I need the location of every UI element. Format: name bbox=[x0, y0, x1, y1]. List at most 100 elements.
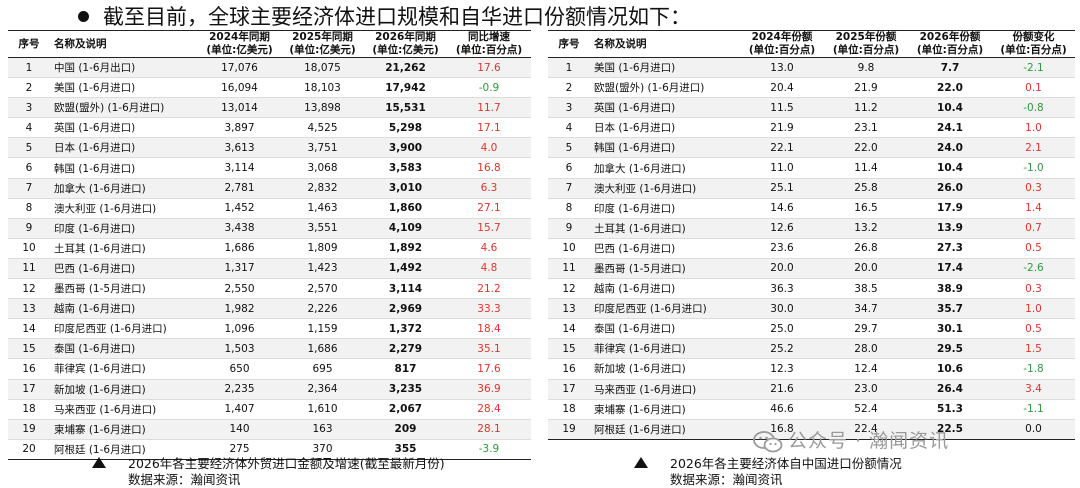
row-index: 14 bbox=[8, 318, 50, 340]
row-index: 17 bbox=[548, 379, 590, 400]
row-index: 2 bbox=[8, 77, 50, 99]
change-value: 17.6 bbox=[447, 57, 531, 79]
row-index: 6 bbox=[548, 157, 590, 179]
table-row: 17 马来西亚 (1-6月进口) 21.6 23.0 26.4 3.4 bbox=[548, 379, 1075, 400]
value-2026: 5,298 bbox=[364, 117, 447, 139]
table-row: 7 加拿大 (1-6月进口) 2,781 2,832 3,010 6.3 bbox=[8, 178, 531, 199]
row-name: 墨西哥 (1-5月进口) bbox=[50, 278, 198, 300]
row-index: 15 bbox=[548, 338, 590, 360]
value-2024: 12.6 bbox=[740, 218, 824, 239]
row-index: 8 bbox=[8, 198, 50, 219]
row-name: 印度 (1-6月进口) bbox=[590, 198, 740, 219]
row-name: 马来西亚 (1-6月进口) bbox=[50, 399, 198, 420]
change-value: 17.6 bbox=[447, 358, 531, 380]
row-name: 澳大利亚 (1-6月进口) bbox=[590, 178, 740, 199]
value-2024: 11.0 bbox=[740, 157, 824, 179]
table-row: 18 马来西亚 (1-6月进口) 1,407 1,610 2,067 28.4 bbox=[8, 399, 531, 420]
change-value: -1.1 bbox=[992, 399, 1075, 420]
table-row: 8 澳大利亚 (1-6月进口) 1,452 1,463 1,860 27.1 bbox=[8, 198, 531, 219]
change-value: 1.5 bbox=[992, 338, 1075, 360]
value-2026: 38.9 bbox=[908, 278, 992, 300]
change-value: 4.0 bbox=[447, 137, 531, 159]
row-name: 日本 (1-6月进口) bbox=[590, 117, 740, 139]
change-value: 4.6 bbox=[447, 238, 531, 259]
watermark: 公众号 · 瀚闻资讯 bbox=[752, 426, 949, 454]
value-2025: 52.4 bbox=[824, 399, 908, 420]
value-2024: 13.0 bbox=[740, 57, 824, 79]
row-name: 韩国 (1-6月进口) bbox=[50, 157, 198, 179]
change-value: 11.7 bbox=[447, 97, 531, 119]
row-name: 巴西 (1-6月进口) bbox=[50, 258, 198, 280]
value-2024: 13,014 bbox=[198, 97, 281, 119]
caption-source: 数据来源：瀚闻资讯 bbox=[128, 472, 241, 487]
value-2026: 29.5 bbox=[908, 338, 992, 360]
value-2024: 1,452 bbox=[198, 198, 281, 219]
value-2024: 1,982 bbox=[198, 298, 281, 320]
row-name: 泰国 (1-6月进口) bbox=[50, 338, 198, 360]
value-2025: 1,463 bbox=[281, 198, 364, 219]
change-value: 18.4 bbox=[447, 318, 531, 340]
value-2026: 3,114 bbox=[364, 278, 447, 300]
change-value: 17.1 bbox=[447, 117, 531, 139]
table-row: 9 印度 (1-6月进口) 3,438 3,551 4,109 15.7 bbox=[8, 218, 531, 239]
change-value: -0.8 bbox=[992, 97, 1075, 119]
page-heading: 截至目前，全球主要经济体进口规模和自华进口份额情况如下： bbox=[78, 2, 691, 32]
row-index: 17 bbox=[8, 379, 50, 400]
value-2026: 13.9 bbox=[908, 218, 992, 239]
value-2025: 23.1 bbox=[824, 117, 908, 139]
value-2026: 10.6 bbox=[908, 358, 992, 380]
value-2025: 16.5 bbox=[824, 198, 908, 219]
change-value: 0.0 bbox=[992, 419, 1075, 440]
row-index: 11 bbox=[8, 258, 50, 280]
value-2024: 14.6 bbox=[740, 198, 824, 219]
value-2025: 2,570 bbox=[281, 278, 364, 300]
table-row: 16 菲律宾 (1-6月进口) 650 695 817 17.6 bbox=[8, 358, 531, 380]
change-value: -2.6 bbox=[992, 258, 1075, 280]
heading-text: 截至目前，全球主要经济体进口规模和自华进口份额情况如下： bbox=[103, 5, 691, 29]
table-row: 19 柬埔寨 (1-6月进口) 140 163 209 28.1 bbox=[8, 419, 531, 440]
table-row: 3 欧盟(盟外) (1-6月进口) 13,014 13,898 15,531 11.7 bbox=[8, 97, 531, 119]
value-2026: 26.4 bbox=[908, 379, 992, 400]
value-2024: 36.3 bbox=[740, 278, 824, 300]
value-2025: 11.2 bbox=[824, 97, 908, 119]
value-2024: 12.3 bbox=[740, 358, 824, 380]
table-row: 14 印度尼西亚 (1-6月进口) 1,096 1,159 1,372 18.4 bbox=[8, 318, 531, 340]
value-2025: 29.7 bbox=[824, 318, 908, 340]
caption-table2: 2026年各主要经济体自中国进口份额情况 数据来源：瀚闻资讯 bbox=[634, 456, 902, 488]
row-index: 7 bbox=[548, 178, 590, 199]
table-row: 18 柬埔寨 (1-6月进口) 46.6 52.4 51.3 -1.1 bbox=[548, 399, 1075, 420]
row-name: 欧盟(盟外) (1-6月进口) bbox=[590, 77, 740, 99]
value-2024: 650 bbox=[198, 358, 281, 380]
row-name: 墨西哥 (1-5月进口) bbox=[590, 258, 740, 280]
value-2025: 34.7 bbox=[824, 298, 908, 320]
row-name: 英国 (1-6月进口) bbox=[50, 117, 198, 139]
row-name: 新加坡 (1-6月进口) bbox=[590, 358, 740, 380]
change-value: 1.0 bbox=[992, 117, 1075, 139]
china-share-table: 序号 名称及说明 2024年份额 (单位:百分点) 2025年份额 (单位:百分点) 202… bbox=[548, 30, 1075, 440]
row-name: 美国 (1-6月进口) bbox=[590, 57, 740, 79]
value-2025: 18,075 bbox=[281, 57, 364, 79]
value-2025: 695 bbox=[281, 358, 364, 380]
value-2025: 22.0 bbox=[824, 137, 908, 159]
row-name: 印度 (1-6月进口) bbox=[50, 218, 198, 239]
value-2024: 3,613 bbox=[198, 137, 281, 159]
table-row: 8 印度 (1-6月进口) 14.6 16.5 17.9 1.4 bbox=[548, 198, 1075, 219]
change-value: -3.9 bbox=[447, 439, 531, 460]
change-value: 0.3 bbox=[992, 178, 1075, 199]
value-2024: 2,781 bbox=[198, 178, 281, 199]
row-index: 6 bbox=[8, 157, 50, 179]
value-2026: 3,900 bbox=[364, 137, 447, 159]
row-name: 美国 (1-6月进口) bbox=[50, 77, 198, 99]
caption-table1: 2026年各主要经济体外贸进口金额及增速(截至最新月份) 数据来源：瀚闻资讯 bbox=[92, 456, 445, 488]
value-2026: 17.4 bbox=[908, 258, 992, 280]
row-name: 巴西 (1-6月进口) bbox=[590, 238, 740, 259]
column-header: 同比增速 (单位:百分点) bbox=[447, 30, 531, 58]
row-name: 柬埔寨 (1-6月进口) bbox=[590, 399, 740, 420]
value-2024: 1,096 bbox=[198, 318, 281, 340]
change-value: 0.7 bbox=[992, 218, 1075, 239]
value-2025: 2,226 bbox=[281, 298, 364, 320]
row-name: 阿根廷 (1-6月进口) bbox=[590, 419, 740, 440]
change-value: -1.8 bbox=[992, 358, 1075, 380]
row-index: 14 bbox=[548, 318, 590, 340]
value-2025: 22.4 bbox=[824, 419, 908, 440]
